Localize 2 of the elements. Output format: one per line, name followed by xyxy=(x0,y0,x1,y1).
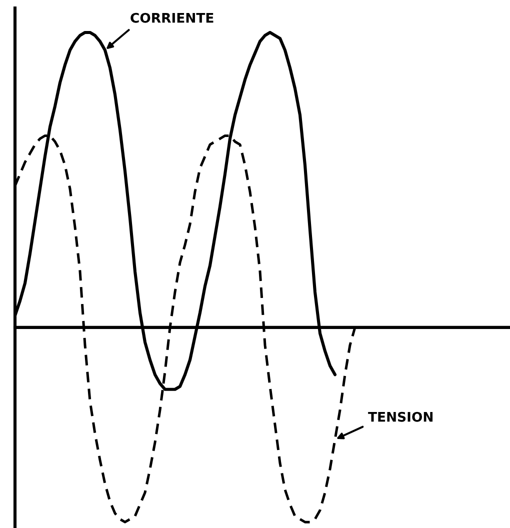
text: CORRIENTE xyxy=(130,12,214,23)
text: TENSION xyxy=(368,412,433,422)
